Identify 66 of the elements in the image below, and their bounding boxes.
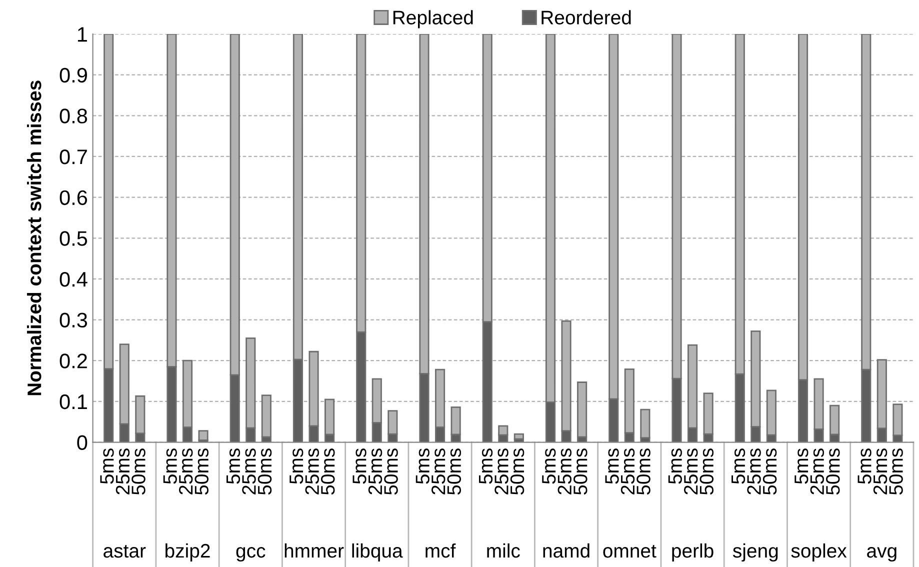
x-tick-label: 5ms [794, 448, 808, 484]
x-tick-label: 25ms [747, 448, 761, 494]
y-tick-label: 0.9 [60, 68, 87, 83]
text: bzip2 [166, 543, 210, 562]
x-tick-label: 50ms [321, 448, 335, 495]
x-tick-label: 50ms [700, 448, 714, 495]
y-tick-label: 0.6 [60, 190, 88, 206]
x-tick-label: 25ms [810, 448, 824, 494]
x-tick-label: 25ms [684, 448, 698, 494]
y-tick-label: 0.8 [60, 108, 88, 124]
x-tick-label: 5ms [290, 448, 304, 484]
y-tick-label: 0.2 [60, 354, 87, 368]
y-tick-label: 0.4 [60, 272, 88, 287]
y-tick-label: 0.1 [60, 394, 87, 410]
x-tick-label: 5ms [858, 448, 872, 484]
x-tick-label: 25ms [873, 448, 888, 494]
y-tick-label: 0.3 [60, 312, 88, 328]
x-tick-label: 25ms [178, 448, 193, 494]
y-tick-label: 1 [78, 27, 87, 42]
y-axis-title: Normalized context switch misses [26, 80, 42, 396]
x-tick-label: 5ms [668, 448, 682, 484]
x-tick-label: 50ms [826, 448, 840, 495]
y-tick-label: 0 [77, 435, 88, 450]
x-tick-label: 5ms [732, 448, 746, 484]
x-tick-label: 50ms [258, 448, 272, 495]
x-tick-label: 5ms [542, 448, 556, 484]
legend-label: Reordered [542, 10, 631, 24]
y-tick-label: 0.5 [60, 231, 88, 246]
y-tick-label: 0.7 [60, 149, 87, 164]
legend-label: Replaced [393, 10, 473, 28]
x-tick-label: 25ms [431, 448, 446, 494]
text: soplex [791, 543, 847, 562]
x-tick-label: 5ms [226, 448, 240, 484]
x-tick-label: 50ms [762, 448, 777, 495]
x-tick-label: 50ms [447, 448, 462, 495]
x-tick-label: 50ms [510, 448, 524, 495]
text: avg [867, 547, 896, 562]
x-tick-label: 5ms [352, 448, 366, 484]
x-tick-label: 50ms [132, 448, 146, 495]
x-tick-label: 25ms [494, 448, 508, 494]
x-tick-label: 5ms [100, 448, 114, 484]
text: astar [104, 544, 146, 558]
x-tick-label: 5ms [479, 448, 493, 484]
x-tick-label: 25ms [305, 448, 319, 494]
x-tick-label: 25ms [558, 448, 572, 494]
text: sjeng [732, 543, 778, 562]
x-tick-label: 5ms [605, 448, 619, 484]
x-tick-label: 50ms [636, 448, 650, 495]
x-tick-label: 5ms [416, 448, 430, 484]
text: namd [543, 543, 590, 558]
x-tick-label: 50ms [889, 448, 903, 495]
x-tick-label: 50ms [384, 448, 398, 495]
text: hmmer [284, 543, 344, 558]
x-tick-label: 25ms [242, 448, 256, 494]
text: mcf [426, 543, 456, 558]
x-tick-label: 5ms [163, 448, 177, 484]
text: omnet [603, 544, 656, 558]
text: milc [487, 543, 520, 558]
text: gcc [236, 547, 266, 562]
x-tick-label: 25ms [620, 448, 635, 494]
text: libqua [352, 543, 403, 562]
x-tick-label: 25ms [116, 448, 130, 494]
x-tick-label: 25ms [368, 448, 382, 494]
x-tick-label: 50ms [194, 448, 209, 495]
x-tick-label: 50ms [574, 448, 588, 495]
text: perlb [672, 543, 714, 562]
